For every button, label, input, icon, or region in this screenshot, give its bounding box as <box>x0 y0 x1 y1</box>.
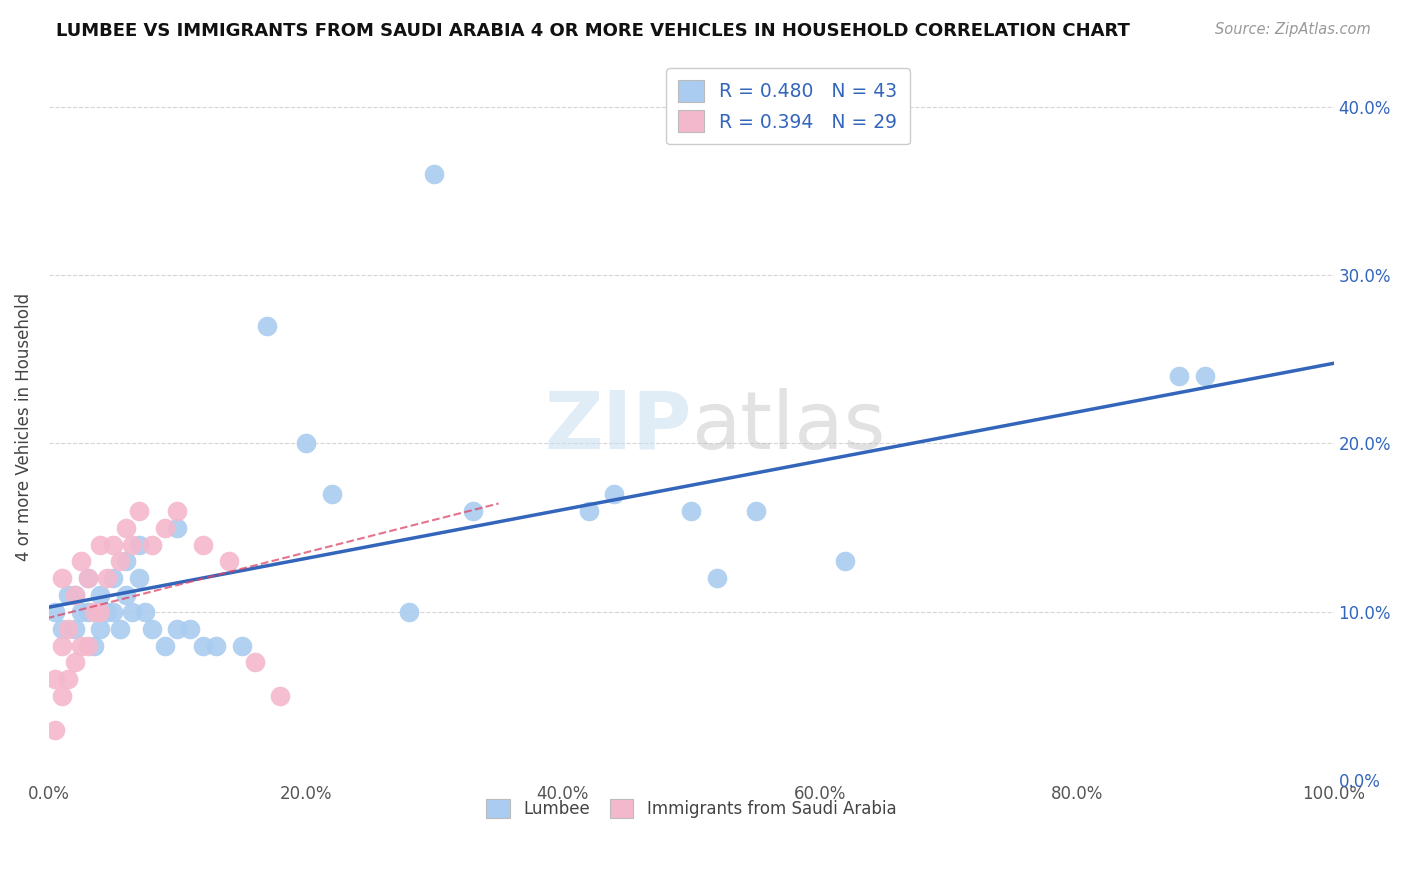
Point <box>70 605 93 619</box>
Point <box>63 588 86 602</box>
Point <box>461 504 484 518</box>
Point <box>231 639 253 653</box>
Point <box>153 521 176 535</box>
Point <box>76 571 98 585</box>
Point <box>191 537 214 551</box>
Point <box>108 622 131 636</box>
Point <box>115 588 138 602</box>
Point <box>269 689 291 703</box>
Point <box>63 588 86 602</box>
Point <box>398 605 420 619</box>
Text: LUMBEE VS IMMIGRANTS FROM SAUDI ARABIA 4 OR MORE VEHICLES IN HOUSEHOLD CORRELATI: LUMBEE VS IMMIGRANTS FROM SAUDI ARABIA 4… <box>56 22 1130 40</box>
Point <box>115 521 138 535</box>
Point <box>121 605 143 619</box>
Point <box>578 504 600 518</box>
Point <box>63 656 86 670</box>
Point <box>243 656 266 670</box>
Point <box>70 554 93 568</box>
Point <box>51 689 73 703</box>
Y-axis label: 4 or more Vehicles in Household: 4 or more Vehicles in Household <box>15 293 32 561</box>
Text: Source: ZipAtlas.com: Source: ZipAtlas.com <box>1215 22 1371 37</box>
Point <box>103 571 125 585</box>
Point <box>834 554 856 568</box>
Point <box>603 487 626 501</box>
Point <box>321 487 343 501</box>
Point <box>103 605 125 619</box>
Point <box>166 521 188 535</box>
Point <box>706 571 728 585</box>
Point <box>121 537 143 551</box>
Point <box>44 605 66 619</box>
Point <box>744 504 766 518</box>
Point <box>89 588 111 602</box>
Point <box>89 537 111 551</box>
Point <box>128 571 150 585</box>
Point <box>134 605 156 619</box>
Point <box>1194 369 1216 384</box>
Text: atlas: atlas <box>692 388 886 466</box>
Legend: Lumbee, Immigrants from Saudi Arabia: Lumbee, Immigrants from Saudi Arabia <box>479 792 903 825</box>
Point <box>76 605 98 619</box>
Point <box>76 571 98 585</box>
Point <box>76 639 98 653</box>
Point <box>153 639 176 653</box>
Point <box>108 554 131 568</box>
Point <box>295 436 318 450</box>
Point <box>166 504 188 518</box>
Point <box>51 639 73 653</box>
Point <box>89 605 111 619</box>
Point <box>191 639 214 653</box>
Point <box>103 537 125 551</box>
Text: ZIP: ZIP <box>544 388 692 466</box>
Point <box>218 554 240 568</box>
Point <box>70 639 93 653</box>
Point <box>58 588 80 602</box>
Point <box>63 622 86 636</box>
Point <box>58 672 80 686</box>
Point <box>141 622 163 636</box>
Point <box>44 723 66 737</box>
Point <box>83 639 105 653</box>
Point <box>115 554 138 568</box>
Point <box>1168 369 1191 384</box>
Point <box>96 605 118 619</box>
Point <box>89 622 111 636</box>
Point <box>166 622 188 636</box>
Point <box>128 537 150 551</box>
Point <box>83 605 105 619</box>
Point <box>141 537 163 551</box>
Point <box>681 504 703 518</box>
Point <box>205 639 228 653</box>
Point <box>44 672 66 686</box>
Point <box>423 167 446 181</box>
Point <box>179 622 201 636</box>
Point <box>128 504 150 518</box>
Point <box>96 571 118 585</box>
Point <box>256 318 278 333</box>
Point <box>51 571 73 585</box>
Point <box>51 622 73 636</box>
Point <box>58 622 80 636</box>
